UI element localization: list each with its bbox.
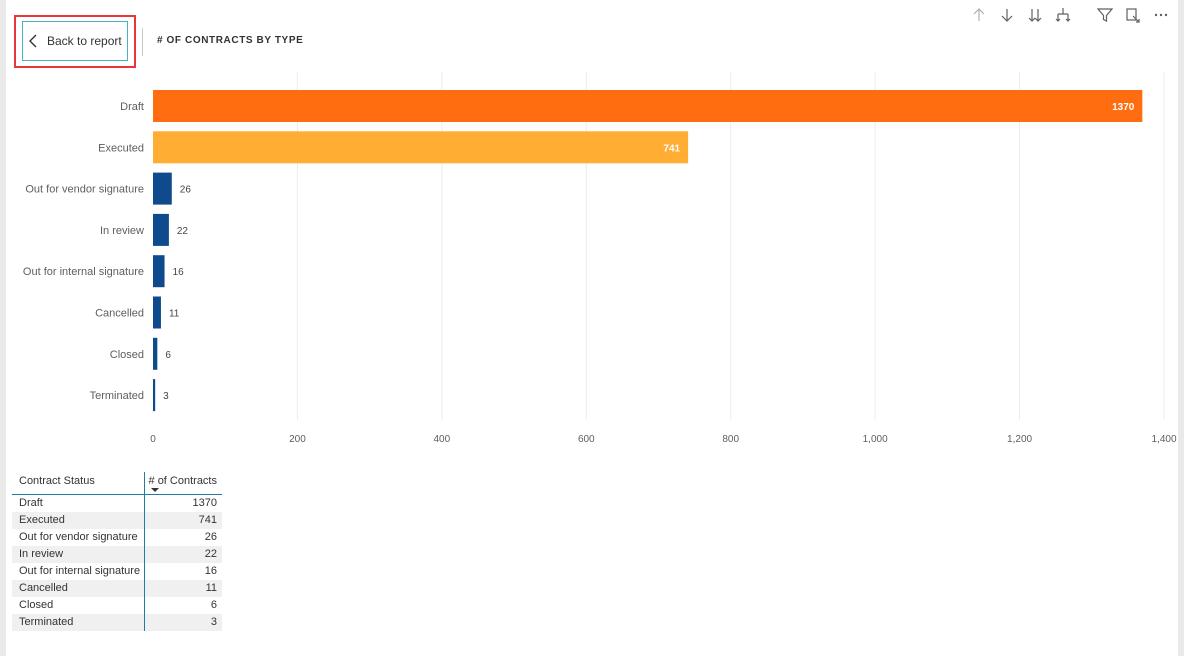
cell-status: Out for internal signature — [19, 565, 141, 577]
x-tick-label: 0 — [150, 434, 156, 445]
table-row[interactable]: Executed 741 — [12, 512, 222, 529]
cell-status: Executed — [19, 514, 65, 526]
category-label: Cancelled — [95, 308, 144, 320]
cell-status: In review — [19, 548, 64, 560]
double-arrow-down-icon[interactable] — [1024, 4, 1046, 26]
column-header-status[interactable]: Contract Status — [19, 475, 95, 487]
x-tick-label: 1,400 — [1151, 434, 1176, 445]
x-tick-label: 400 — [434, 434, 451, 445]
data-label: 3 — [163, 391, 169, 402]
bar[interactable] — [153, 337, 158, 370]
column-header-count-label: # of Contracts — [148, 475, 217, 487]
data-table: Contract Status # of Contracts Draft 1370… — [12, 472, 222, 631]
cell-count: 741 — [144, 512, 222, 529]
cell-status: Draft — [19, 497, 43, 509]
category-label: Draft — [120, 101, 144, 113]
bar-chart: 0 200 400 600 800 1,000 1,200 1,400 Draft 1370 Exe… — [23, 72, 1177, 445]
data-label: 22 — [177, 226, 189, 237]
data-label: 1370 — [1112, 102, 1135, 113]
data-label: 16 — [173, 267, 185, 278]
bar[interactable] — [153, 255, 165, 288]
data-label: 26 — [180, 185, 192, 196]
cell-count: 1370 — [144, 495, 222, 512]
chevron-left-icon — [29, 34, 37, 48]
x-tick-label: 800 — [722, 434, 739, 445]
table-body: Draft 1370 Executed 741 Out for vendor signa… — [12, 495, 222, 631]
bar[interactable] — [153, 172, 172, 205]
x-tick-label: 1,000 — [863, 434, 888, 445]
cell-count: 22 — [144, 546, 222, 563]
data-label: 741 — [663, 143, 680, 154]
bar[interactable] — [153, 90, 1143, 122]
column-header-count[interactable]: # of Contracts — [144, 472, 222, 494]
cell-count: 26 — [144, 529, 222, 546]
bar[interactable] — [153, 213, 169, 246]
x-tick-label: 200 — [289, 434, 306, 445]
back-button-label: Back to report — [47, 34, 122, 48]
more-options-icon[interactable] — [1150, 4, 1172, 26]
cell-status: Out for vendor signature — [19, 531, 138, 543]
table-row[interactable]: Out for vendor signature 26 — [12, 529, 222, 546]
cell-count: 11 — [144, 580, 222, 597]
table-row[interactable]: Out for internal signature 16 — [12, 563, 222, 580]
cell-count: 3 — [144, 614, 222, 631]
table-header: Contract Status # of Contracts — [12, 472, 222, 495]
back-button-highlight — [14, 15, 136, 68]
table-row[interactable]: Cancelled 11 — [12, 580, 222, 597]
arrow-down-icon[interactable] — [996, 4, 1018, 26]
table-row[interactable]: Closed 6 — [12, 597, 222, 614]
arrow-up-icon[interactable] — [968, 4, 990, 26]
visual-toolbar — [968, 4, 1172, 26]
data-label: 6 — [165, 350, 171, 361]
cell-status: Cancelled — [19, 582, 68, 594]
sort-descending-icon — [151, 488, 159, 492]
cell-count: 6 — [144, 597, 222, 614]
title-divider — [142, 28, 143, 56]
expand-hierarchy-icon[interactable] — [1052, 4, 1074, 26]
data-label: 11 — [169, 309, 180, 320]
x-tick-label: 600 — [578, 434, 595, 445]
bar[interactable] — [153, 131, 689, 164]
category-label: Terminated — [90, 390, 144, 402]
bar[interactable] — [153, 296, 161, 329]
focus-mode-icon[interactable] — [1122, 4, 1144, 26]
category-label: Executed — [98, 142, 144, 154]
category-label: Out for internal signature — [23, 266, 144, 278]
table-row[interactable]: In review 22 — [12, 546, 222, 563]
chart-title: # OF CONTRACTS BY TYPE — [157, 35, 304, 46]
cell-count: 16 — [144, 563, 222, 580]
category-label: Closed — [110, 349, 144, 361]
back-to-report-button[interactable]: Back to report — [22, 21, 128, 61]
table-row[interactable]: Terminated 3 — [12, 614, 222, 631]
x-tick-label: 1,200 — [1007, 434, 1032, 445]
category-label: In review — [100, 225, 144, 237]
table-row[interactable]: Draft 1370 — [12, 495, 222, 512]
category-label: Out for vendor signature — [25, 184, 144, 196]
report-canvas: Back to report # OF CONTRACTS BY TYPE 0 2… — [6, 0, 1178, 656]
bar[interactable] — [153, 379, 156, 412]
filter-icon[interactable] — [1094, 4, 1116, 26]
cell-status: Terminated — [19, 616, 74, 628]
cell-status: Closed — [19, 599, 54, 611]
